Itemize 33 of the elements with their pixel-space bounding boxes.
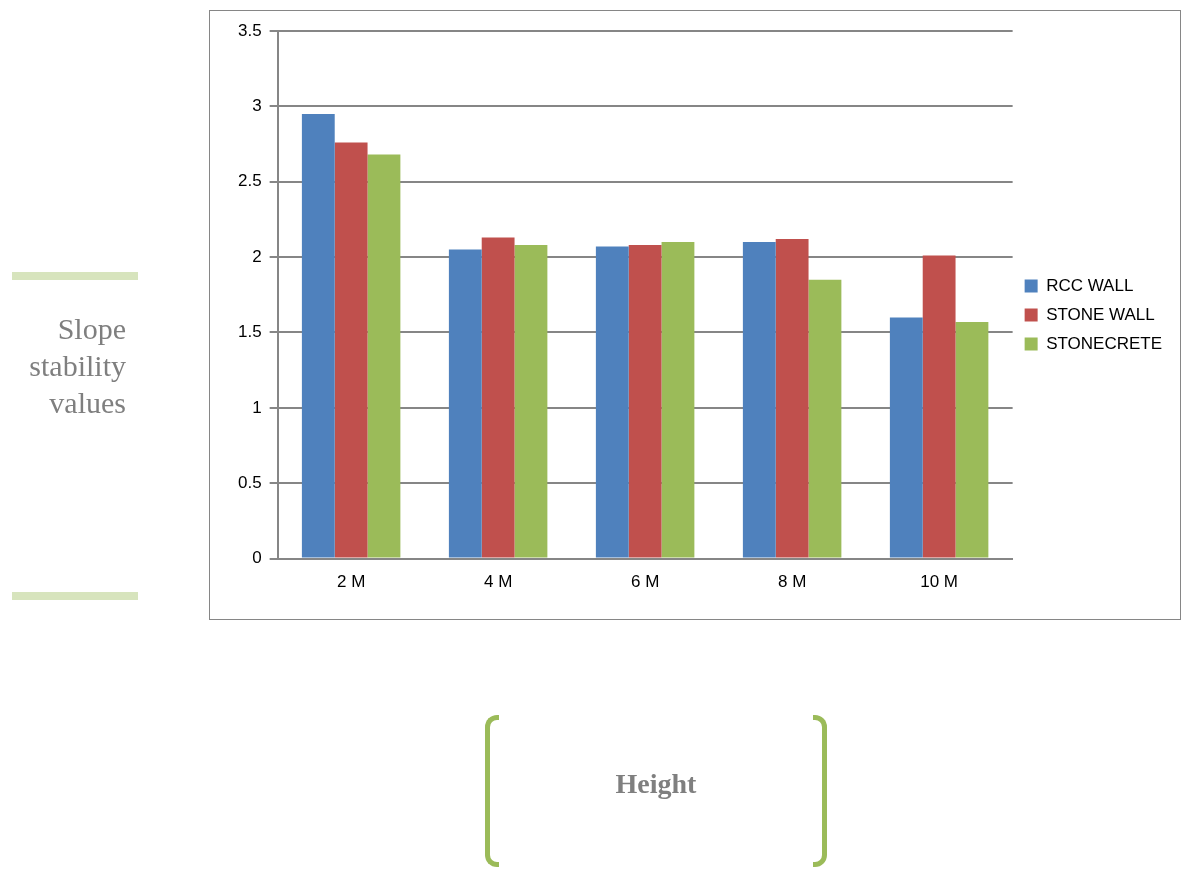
bar — [301, 113, 335, 558]
bar — [595, 246, 629, 558]
y-tick-label: 0.5 — [237, 472, 262, 492]
bar — [955, 321, 989, 558]
bar — [448, 249, 482, 558]
x-tick-label: 6 M — [630, 572, 660, 592]
y-tick-label: 0 — [252, 548, 262, 568]
x-tick-label: 8 M — [777, 572, 807, 592]
legend-label: STONECRETE — [1046, 333, 1162, 353]
y-tick-label: 1 — [252, 397, 262, 417]
bar — [367, 154, 401, 558]
bar — [628, 245, 662, 558]
legend-label: STONE WALL — [1046, 304, 1155, 324]
bar — [661, 242, 695, 558]
bar — [481, 237, 515, 558]
bar — [742, 242, 776, 558]
y-tick-label: 1.5 — [237, 322, 262, 342]
x-tick-label: 4 M — [483, 572, 513, 592]
x-tick-label: 2 M — [336, 572, 366, 592]
y-axis-title: Slope stability values — [28, 311, 126, 421]
bar — [514, 245, 548, 558]
bar — [775, 239, 809, 558]
y-tick-label: 3.5 — [237, 20, 262, 40]
y-tick-label: 3 — [252, 96, 262, 116]
bar — [889, 317, 923, 558]
bar — [334, 142, 368, 558]
y-tick-label: 2.5 — [237, 171, 262, 191]
x-tick-label: 10 M — [920, 572, 959, 592]
y-tick-label: 2 — [252, 246, 262, 266]
text: Height — [614, 768, 698, 800]
legend-label: RCC WALL — [1046, 275, 1134, 295]
bar — [922, 255, 956, 558]
bar — [808, 279, 842, 558]
